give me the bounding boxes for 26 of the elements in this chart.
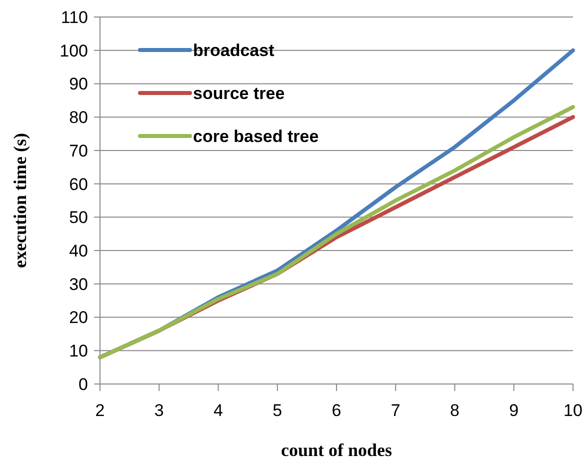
x-tick-label: 9 [509, 401, 519, 420]
x-tick-label: 8 [450, 401, 460, 420]
x-tick-label: 7 [390, 401, 400, 420]
y-tick-label: 30 [69, 274, 88, 294]
y-tick-label: 100 [60, 41, 88, 60]
y-tick-label: 70 [69, 141, 88, 160]
y-axis-title: execution time (s) [10, 133, 30, 268]
y-tick-label: 60 [69, 174, 88, 194]
y-tick-label: 90 [69, 74, 88, 94]
x-tick-label: 6 [332, 401, 342, 420]
x-tick-label: 3 [154, 401, 164, 420]
legend-label: broadcast [193, 40, 275, 60]
y-tick-label: 110 [60, 8, 88, 27]
legend-label: core based tree [193, 126, 319, 146]
y-tick-label: 0 [78, 374, 88, 394]
y-tick-label: 40 [69, 241, 88, 260]
x-tick-label: 4 [214, 401, 223, 420]
y-tick-label: 20 [69, 308, 88, 328]
x-tick-label: 5 [272, 401, 282, 420]
x-axis-title: count of nodes [280, 440, 392, 460]
y-tick-label: 50 [69, 208, 88, 228]
y-tick-label: 80 [69, 108, 88, 128]
x-tick-label: 10 [564, 401, 582, 420]
legend-label: source tree [193, 84, 285, 103]
y-tick-label: 10 [69, 342, 88, 361]
x-tick-label: 2 [95, 401, 105, 420]
